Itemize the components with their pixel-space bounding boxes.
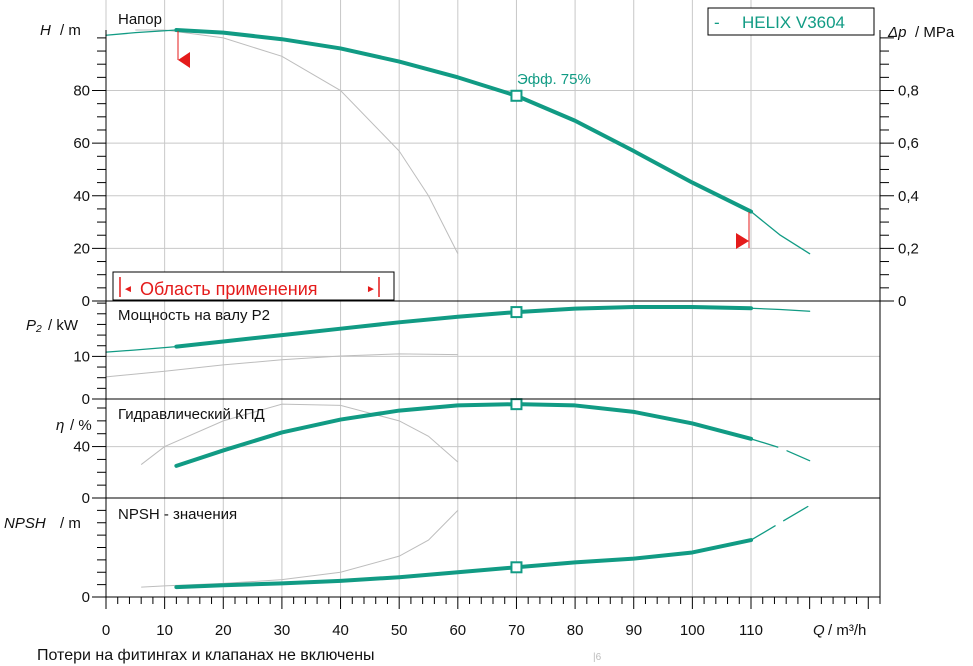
legend-box (707, 7, 875, 36)
x-tick-label: 110 (739, 622, 763, 639)
head-curve-extension (105, 29, 178, 36)
legend: - HELIX V3604 (707, 7, 875, 36)
axes (92, 30, 894, 609)
application-range-box (112, 271, 395, 301)
x-tick-label: 40 (332, 622, 349, 639)
npsh-curve-extension (750, 504, 811, 541)
npsh-axis-label: NPSH (4, 515, 46, 532)
duty-point-marker (510, 398, 523, 411)
power-axis-label: P₂ (26, 317, 42, 334)
range-max-triangle (736, 233, 749, 249)
y2-tick-label: 0,2 (898, 240, 919, 257)
y-tick-label: 0 (82, 391, 90, 408)
stray-mark: |6 (593, 652, 602, 663)
efficiency-curve-extension (750, 438, 811, 462)
performance-curves (105, 28, 811, 590)
x-axis-unit: / m³/h (828, 622, 866, 639)
power-curve-extension (750, 307, 811, 312)
legend-dash: - (714, 13, 720, 32)
y2-tick-label: 0,8 (898, 83, 919, 100)
pressure-axis-label: Δp (887, 24, 906, 41)
legend-series-name: HELIX V3604 (742, 13, 845, 32)
head-curve-extension (750, 210, 811, 255)
reference-curve (135, 29, 459, 254)
x-tick-label: 20 (215, 622, 232, 639)
x-tick-label: 0 (102, 622, 110, 639)
power-panel-title: Мощность на валу P2 (118, 307, 270, 324)
x-tick-label: 60 (449, 622, 466, 639)
range-left-marker: ◄ (123, 284, 133, 295)
duty-point-marker (510, 561, 523, 574)
y-tick-label: 60 (73, 135, 90, 152)
y2-tick-label: 0,4 (898, 188, 919, 205)
range-right-marker: ► (366, 284, 376, 295)
x-tick-label: 30 (274, 622, 291, 639)
range-min-triangle (178, 52, 190, 68)
x-tick-label: 70 (508, 622, 525, 639)
y2-tick-label: 0 (898, 293, 906, 310)
y-tick-label: 0 (82, 490, 90, 507)
head-axis-label: H (40, 22, 51, 39)
pressure-axis-unit: / MPa (915, 24, 955, 41)
power-curve (174, 304, 753, 349)
reference-curve (140, 403, 459, 465)
range-label: Область применения (140, 279, 318, 299)
head-curve (174, 28, 753, 214)
npsh-panel-title: NPSH - значения (118, 506, 237, 523)
y-tick-label: 0 (82, 589, 90, 606)
range-markers (177, 31, 750, 249)
head-axis-unit: / m (60, 22, 81, 39)
y-tick-label: 40 (73, 188, 90, 205)
power-axis-unit: / kW (48, 317, 79, 334)
reference-curve (105, 353, 458, 378)
footnote: Потери на фитингах и клапанах не включен… (37, 647, 375, 664)
head-panel-title: Напор (118, 11, 162, 28)
x-tick-label: 90 (625, 622, 642, 639)
reference-curve (141, 510, 459, 588)
efficiency-panel-title: Гидравлический КПД (118, 406, 265, 423)
x-tick-label: 80 (567, 622, 584, 639)
x-tick-label: 10 (156, 622, 173, 639)
x-tick-label: 50 (391, 622, 408, 639)
y-tick-label: 80 (73, 83, 90, 100)
y-tick-label: 40 (73, 439, 90, 456)
npsh-axis-unit: / m (60, 515, 81, 532)
grid-layer (105, 0, 880, 597)
efficiency-curve (174, 402, 753, 468)
power-curve-extension (105, 345, 178, 353)
efficiency-point-label: Эфф. 75% (517, 71, 591, 88)
duty-point-marker (510, 306, 523, 319)
x-tick-label: 100 (680, 622, 705, 639)
y2-tick-label: 0,6 (898, 135, 919, 152)
duty-point-marker (510, 89, 523, 102)
reference-curves (105, 29, 459, 588)
y-tick-label: 20 (73, 240, 90, 257)
y-tick-label: 10 (73, 348, 90, 365)
efficiency-axis-label: η (56, 417, 64, 434)
y-tick-label: 0 (82, 293, 90, 310)
npsh-curve (174, 538, 753, 590)
efficiency-axis-unit: / % (70, 417, 92, 434)
application-range: ◄ Область применения ► (112, 271, 395, 301)
x-axis-label: Q (813, 622, 825, 639)
